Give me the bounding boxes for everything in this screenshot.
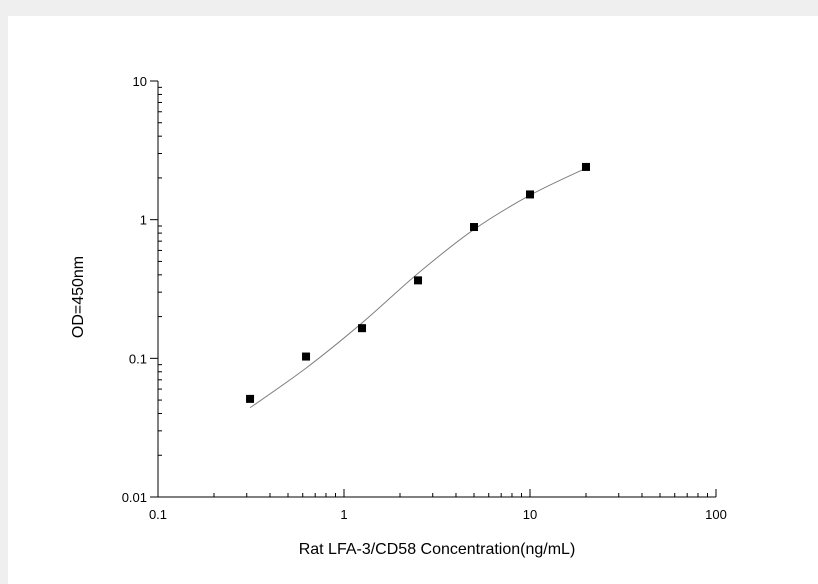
y-axis-title: OD=450nm: [70, 256, 87, 338]
y-tick-label: 10: [133, 74, 147, 89]
data-point: [302, 352, 311, 361]
x-axis-title: Rat LFA-3/CD58 Concentration(ng/mL): [299, 541, 576, 558]
chart-frame: 0.1 1 10 100 0.01 0.1 1 10 Rat LFA-3/CD58 Conce…: [8, 16, 818, 584]
y-tick-label: 0.01: [122, 490, 147, 505]
data-point: [470, 223, 479, 232]
data-point: [581, 162, 590, 171]
data-point: [246, 394, 255, 403]
y-tick-label: 1: [140, 213, 147, 228]
data-point: [526, 190, 534, 199]
data-point: [414, 276, 423, 285]
data-point: [358, 324, 367, 333]
y-tick-label: 0.1: [129, 351, 147, 366]
x-tick-label: 100: [705, 507, 727, 522]
fit-curve-line: [249, 167, 587, 409]
data-points-layer: [246, 162, 590, 403]
x-tick-label: 10: [523, 507, 537, 522]
x-tick-label: 0.1: [149, 507, 167, 522]
fit-curve-layer: [249, 167, 587, 409]
x-tick-label: 1: [340, 507, 347, 522]
